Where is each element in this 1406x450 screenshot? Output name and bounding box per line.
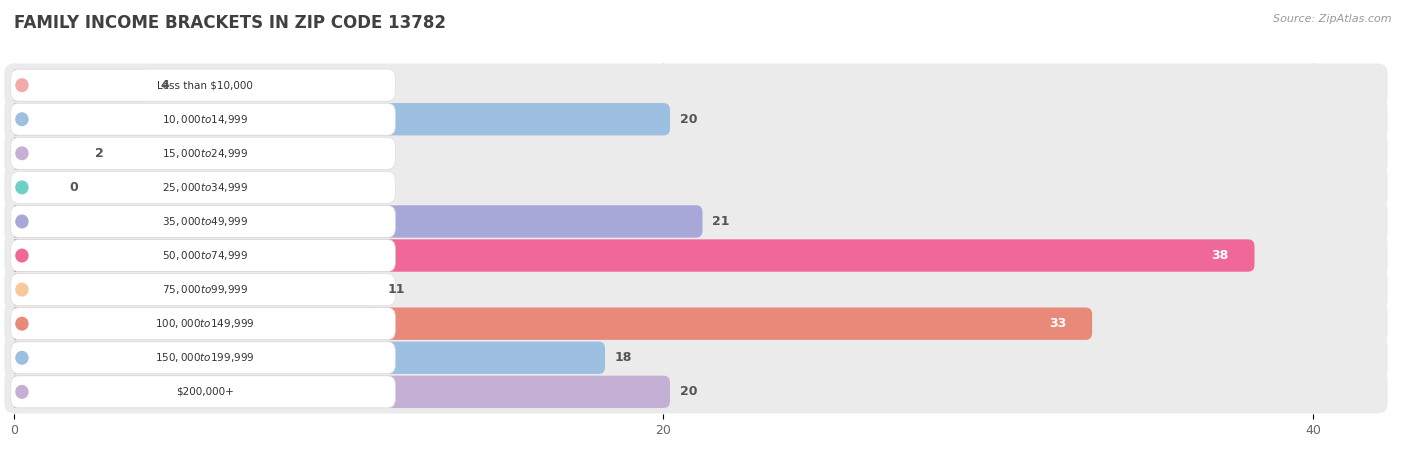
Text: 2: 2: [96, 147, 104, 160]
Circle shape: [15, 386, 28, 398]
FancyBboxPatch shape: [4, 302, 1388, 345]
Text: Less than $10,000: Less than $10,000: [157, 80, 253, 90]
FancyBboxPatch shape: [11, 342, 395, 374]
Text: 38: 38: [1211, 249, 1229, 262]
FancyBboxPatch shape: [11, 137, 395, 169]
Text: 18: 18: [614, 351, 633, 364]
Text: $50,000 to $74,999: $50,000 to $74,999: [162, 249, 247, 262]
Text: $75,000 to $99,999: $75,000 to $99,999: [162, 283, 247, 296]
Circle shape: [15, 79, 28, 91]
Text: 21: 21: [713, 215, 730, 228]
Text: $200,000+: $200,000+: [176, 387, 233, 397]
Circle shape: [15, 249, 28, 262]
FancyBboxPatch shape: [7, 69, 150, 101]
FancyBboxPatch shape: [7, 239, 1254, 272]
Text: 11: 11: [388, 283, 405, 296]
Text: Source: ZipAtlas.com: Source: ZipAtlas.com: [1274, 14, 1392, 23]
FancyBboxPatch shape: [11, 69, 395, 101]
Text: $35,000 to $49,999: $35,000 to $49,999: [162, 215, 247, 228]
FancyBboxPatch shape: [11, 239, 395, 271]
FancyBboxPatch shape: [11, 274, 395, 306]
Text: $10,000 to $14,999: $10,000 to $14,999: [162, 113, 247, 126]
Text: $25,000 to $34,999: $25,000 to $34,999: [162, 181, 247, 194]
FancyBboxPatch shape: [4, 268, 1388, 311]
Circle shape: [15, 284, 28, 296]
Circle shape: [15, 113, 28, 126]
FancyBboxPatch shape: [7, 342, 605, 374]
Text: 0: 0: [69, 181, 77, 194]
FancyBboxPatch shape: [4, 166, 1388, 209]
Circle shape: [15, 351, 28, 364]
FancyBboxPatch shape: [11, 308, 395, 340]
Text: 20: 20: [679, 113, 697, 126]
Text: $150,000 to $199,999: $150,000 to $199,999: [155, 351, 254, 364]
FancyBboxPatch shape: [4, 200, 1388, 243]
FancyBboxPatch shape: [11, 171, 395, 203]
FancyBboxPatch shape: [7, 205, 703, 238]
Circle shape: [15, 147, 28, 160]
FancyBboxPatch shape: [10, 173, 58, 202]
FancyBboxPatch shape: [7, 376, 671, 408]
FancyBboxPatch shape: [7, 137, 86, 170]
FancyBboxPatch shape: [4, 98, 1388, 141]
FancyBboxPatch shape: [4, 63, 1388, 107]
FancyBboxPatch shape: [7, 274, 378, 306]
FancyBboxPatch shape: [4, 234, 1388, 277]
Text: 20: 20: [679, 385, 697, 398]
Text: 33: 33: [1049, 317, 1066, 330]
Text: FAMILY INCOME BRACKETS IN ZIP CODE 13782: FAMILY INCOME BRACKETS IN ZIP CODE 13782: [14, 14, 446, 32]
Circle shape: [15, 317, 28, 330]
FancyBboxPatch shape: [11, 376, 395, 408]
FancyBboxPatch shape: [4, 370, 1388, 414]
FancyBboxPatch shape: [11, 103, 395, 135]
FancyBboxPatch shape: [7, 103, 671, 135]
FancyBboxPatch shape: [7, 307, 1092, 340]
Circle shape: [15, 181, 28, 194]
FancyBboxPatch shape: [11, 206, 395, 238]
Text: $100,000 to $149,999: $100,000 to $149,999: [155, 317, 254, 330]
Circle shape: [15, 215, 28, 228]
Text: 4: 4: [160, 79, 169, 92]
FancyBboxPatch shape: [4, 132, 1388, 175]
Text: $15,000 to $24,999: $15,000 to $24,999: [162, 147, 247, 160]
FancyBboxPatch shape: [4, 336, 1388, 379]
